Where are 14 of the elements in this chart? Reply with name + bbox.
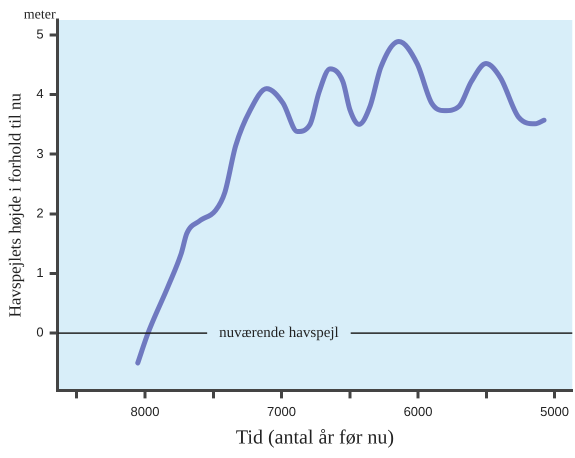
x-tick-label: 6000: [404, 404, 432, 419]
y-tick-label: 2: [36, 205, 44, 220]
y-tick-label: 1: [36, 265, 44, 280]
text: meter: [24, 8, 56, 23]
x-tick-label: 8000: [130, 404, 160, 419]
y-axis-title: Havspejlets højde i forhold til nu: [6, 92, 25, 318]
x-tick-label: 5000: [540, 404, 569, 419]
x-axis-title: Tid (antal år før nu): [236, 426, 394, 448]
x-tick-label: 7000: [267, 404, 296, 419]
y-tick-label: 4: [36, 86, 44, 102]
y-tick-label: 0: [36, 324, 44, 340]
y-tick-label: 5: [36, 26, 44, 42]
y-tick-label: 3: [36, 146, 44, 161]
ref-line-label: nuværende havspejl: [219, 325, 339, 342]
